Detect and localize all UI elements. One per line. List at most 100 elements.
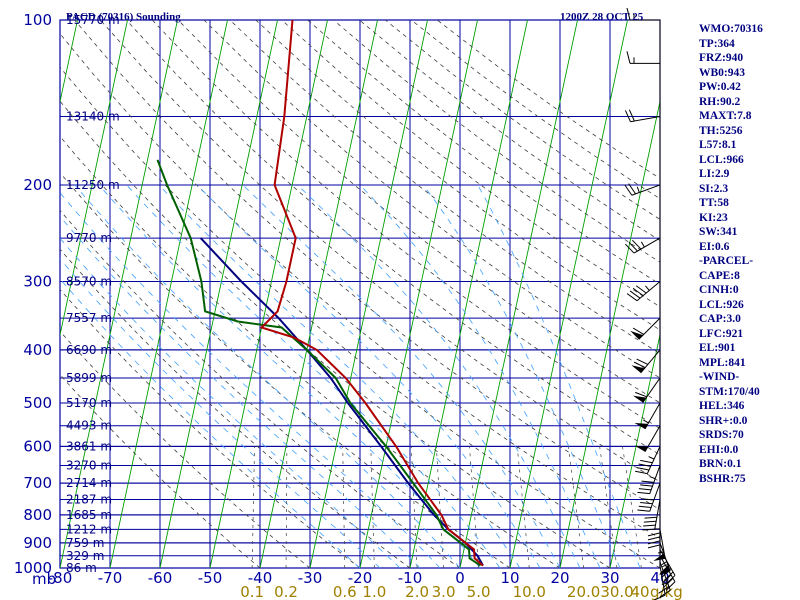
- wind-barb: [642, 499, 661, 531]
- stat-line: KI:23: [699, 211, 728, 224]
- pressure-tick-label: 800: [23, 506, 52, 524]
- skewed-isotherm: [509, 20, 628, 568]
- wind-barb-flag: [641, 480, 654, 483]
- stat-line: SRDS:70: [699, 429, 744, 441]
- wind-barb-flag: [626, 7, 631, 21]
- temperature-tick-label: -60: [148, 569, 173, 587]
- mixing-ratio-label: 0.1: [240, 583, 264, 600]
- wind-barb-flag: [637, 491, 650, 495]
- temperature-tick-label: 0: [455, 569, 465, 587]
- wind-barb-flag: [628, 109, 635, 122]
- pressure-tick-label: 1000: [14, 559, 52, 577]
- wind-barb-flag: [640, 459, 653, 464]
- wind-barb: [637, 482, 661, 512]
- moist-adiabat: [60, 278, 361, 568]
- wind-barb-flag: [647, 544, 661, 549]
- stat-line: MAXT:7.8: [699, 110, 752, 122]
- wind-barb-half-flag: [645, 285, 650, 291]
- wind-barb: [637, 465, 661, 495]
- wind-barb-staff: [659, 565, 666, 596]
- skewed-isotherm: [159, 20, 278, 568]
- mixing-ratio-label: 10.0: [513, 583, 546, 600]
- dry-adiabat: [60, 288, 361, 568]
- mixing-ratio-label: 1.0: [362, 583, 386, 600]
- wind-barb: [658, 561, 671, 598]
- skewed-isotherm: [60, 20, 128, 337]
- temperature-tick-label: -50: [198, 569, 223, 587]
- wind-barb-staff: [659, 561, 671, 591]
- mixing-ratio-label: 5.0: [467, 583, 491, 600]
- moist-adiabat: [60, 237, 401, 568]
- wind-barb-flag: [638, 505, 652, 509]
- dry-adiabat: [60, 172, 511, 568]
- wind-barb-flag: [637, 509, 650, 512]
- mixing-ratio-line: [599, 446, 618, 568]
- wind-barb: [653, 529, 666, 561]
- moist-adiabat: [359, 184, 601, 568]
- temperature-trace: [259, 20, 484, 567]
- wind-barb-flag: [640, 502, 653, 505]
- wind-barb-half-flag: [657, 551, 665, 554]
- wind-barb-pennant: [631, 365, 645, 373]
- wind-barb-flag: [647, 536, 661, 541]
- wind-barb-staff: [649, 465, 661, 494]
- moist-adiabat: [126, 184, 501, 568]
- moist-adiabat: [242, 184, 561, 568]
- mixing-ratio-label: 0.6: [333, 583, 357, 600]
- stats-panel: WMO:70316 TP:364 FRZ:940 WB0:943 PW:0.42 RH:9…: [699, 22, 799, 486]
- wind-barb: [634, 402, 661, 430]
- wind-barb-flag: [641, 498, 654, 501]
- wind-barb-flag: [638, 488, 652, 491]
- wind-barb-flag: [635, 285, 647, 294]
- height-label: 2187 m: [66, 493, 112, 507]
- temperature-tick-label: -80: [48, 569, 73, 587]
- stat-line: STM:170/40: [699, 385, 760, 398]
- height-label: 2714 m: [66, 476, 112, 490]
- moist-adiabat: [297, 184, 581, 568]
- wind-barb-staff: [638, 317, 661, 340]
- wind-barb-staff: [631, 184, 661, 196]
- mixing-ratio-line: [285, 446, 288, 568]
- wind-barb-flag: [632, 287, 644, 297]
- temperature-tick-label: -40: [248, 569, 273, 587]
- height-label: 5170 m: [66, 396, 112, 410]
- observation-time: 1200Z 28 OCT 25: [560, 11, 644, 23]
- wind-barb: [626, 7, 660, 21]
- wind-barb-half-flag: [662, 564, 669, 568]
- wind-barb-flag: [629, 290, 641, 299]
- wind-barb: [624, 109, 661, 123]
- wind-barb-pennant: [632, 395, 647, 403]
- wind-barb-staff: [659, 529, 666, 559]
- mixing-ratio-line: [342, 446, 346, 568]
- wind-barb-flag: [640, 484, 653, 487]
- dry-adiabat: [60, 100, 611, 568]
- height-label: 11250 m: [66, 178, 120, 192]
- wind-barb: [653, 565, 666, 600]
- stat-line: LFC:921: [699, 327, 744, 340]
- mixing-ratio-label: 20.0: [567, 583, 600, 600]
- wind-barb-flag: [643, 524, 656, 527]
- stat-line: CAP:3.0: [699, 313, 741, 325]
- wind-barb-flag: [647, 540, 661, 545]
- dry-adiabat: [281, 20, 660, 308]
- stat-line: BSHR:75: [699, 472, 746, 485]
- pressure-tick-label: 600: [23, 437, 52, 455]
- height-label: 3270 m: [66, 458, 112, 472]
- wind-barb-staff: [649, 482, 661, 512]
- dry-adiabat: [100, 20, 660, 483]
- mixing-ratio-line: [251, 446, 255, 568]
- wind-barb-flag: [653, 594, 666, 600]
- wind-barb-staff: [654, 499, 661, 530]
- skewed-isotherm: [559, 99, 660, 568]
- pressure-tick-label: 200: [23, 176, 52, 194]
- height-label: 4493 m: [66, 419, 112, 433]
- wind-barb-half-flag: [640, 241, 645, 248]
- mixing-ratio-label: 2.0: [405, 583, 429, 600]
- temperature-tick-label: 30: [600, 569, 619, 587]
- temperature-tick-label: 20: [550, 569, 569, 587]
- mixing-ratio-label: 30.0: [600, 583, 633, 600]
- dry-adiabat: [60, 374, 261, 568]
- wind-barb-flag: [665, 581, 676, 591]
